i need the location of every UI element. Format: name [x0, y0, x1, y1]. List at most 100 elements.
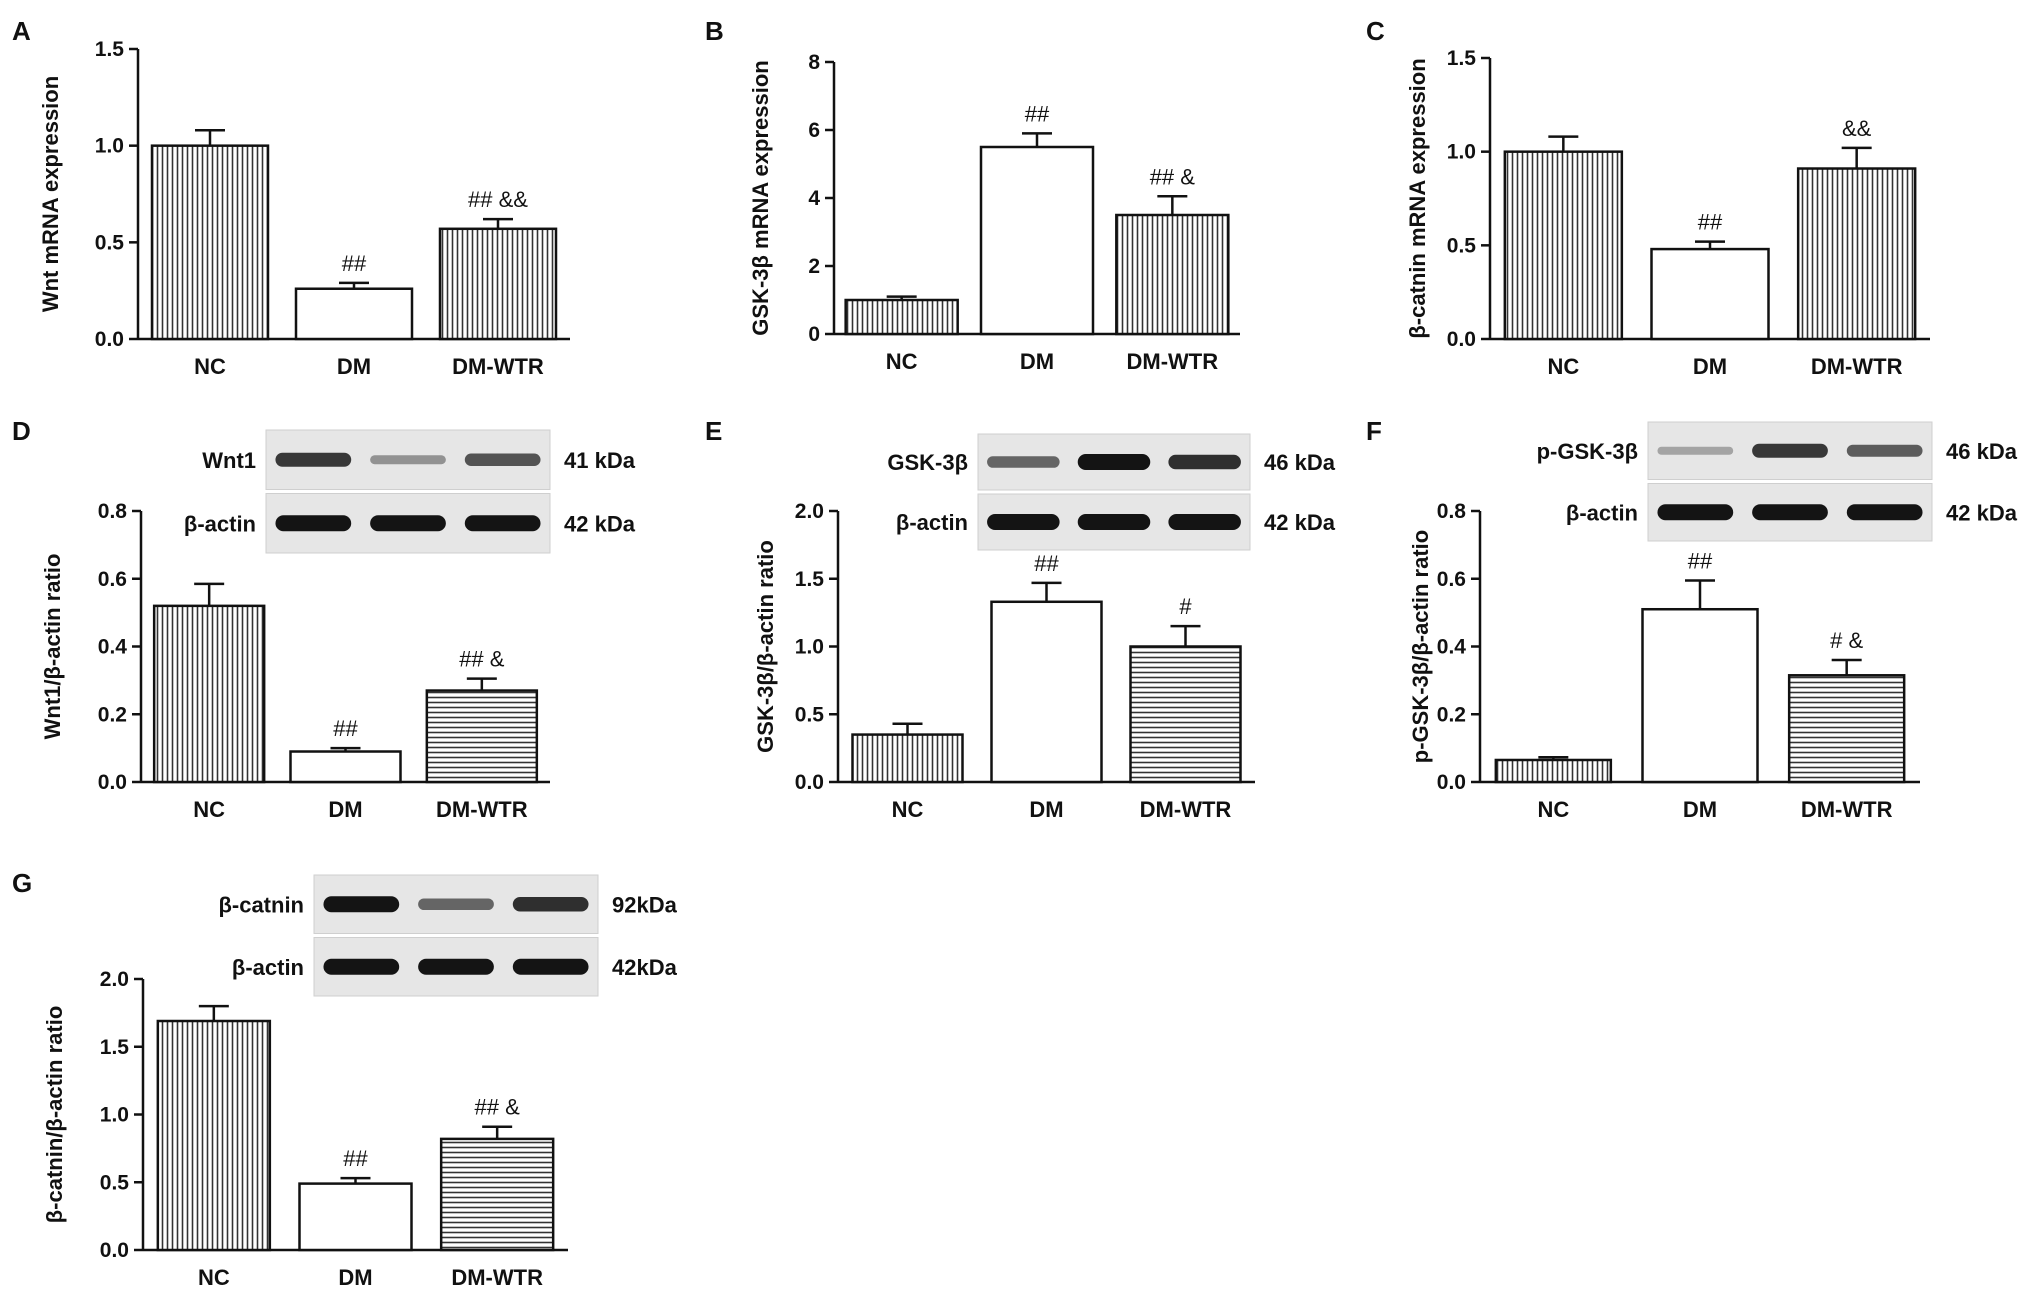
blot-protein-label: β-actin	[184, 511, 256, 536]
panel-d: D 0.0 0.2 0.4 0.6 0.8 Wnt1/β-actin ratio NC DM ##…	[12, 416, 636, 822]
blot-protein-label: β-actin	[1566, 500, 1638, 525]
y-tick-label: 0.8	[1437, 500, 1467, 523]
category-label: DM	[337, 354, 371, 379]
y-tick-label: 1.5	[100, 1036, 130, 1059]
blot-protein-label: β-actin	[232, 955, 304, 980]
blot-band	[1752, 443, 1828, 458]
blot-kda-label: 42 kDa	[1946, 500, 2018, 525]
significance-label: ##	[1025, 101, 1050, 126]
y-tick-label: 1.5	[1447, 47, 1477, 70]
blot-band	[1077, 514, 1151, 530]
y-tick-label: 1.0	[100, 1104, 129, 1127]
blot-band	[464, 453, 541, 466]
y-tick-label: 0.2	[1437, 703, 1466, 726]
category-label: DM-WTR	[1811, 354, 1903, 379]
y-tick-label: 0.5	[95, 231, 125, 254]
blot-kda-label: 46 kDa	[1946, 439, 2018, 464]
panel-label: D	[12, 416, 31, 446]
y-tick-label: 6	[808, 119, 820, 142]
y-tick-label: 0.0	[1437, 771, 1466, 794]
category-label: NC	[1547, 354, 1579, 379]
bar-dm	[979, 145, 1095, 336]
blot-band	[1657, 446, 1734, 455]
blot-band	[1657, 504, 1734, 521]
category-label: NC	[886, 349, 918, 374]
y-tick-label: 0.6	[1437, 568, 1466, 591]
category-label: NC	[1537, 797, 1569, 822]
y-tick-label: 0.5	[1447, 234, 1477, 257]
significance-label: ##	[1034, 551, 1059, 576]
y-tick-label: 1.5	[795, 568, 825, 591]
significance-label: ##	[1688, 548, 1713, 573]
y-axis-label: Wnt1/β-actin ratio	[40, 554, 65, 740]
blot-band	[512, 897, 589, 912]
category-label: DM	[1683, 797, 1717, 822]
blot-band	[1846, 504, 1923, 521]
category-label: DM	[338, 1265, 372, 1290]
category-label: DM-WTR	[436, 797, 528, 822]
bar-nc	[156, 1019, 272, 1252]
blot-kda-label: 41 kDa	[564, 448, 636, 473]
y-axis-label: GSK-3β/β-actin ratio	[753, 540, 778, 753]
significance-label: ##	[342, 251, 367, 276]
blot-band	[987, 514, 1060, 530]
blot-band	[323, 896, 400, 913]
panel-label: A	[12, 16, 31, 46]
blot-band	[418, 898, 494, 910]
significance-label: ##	[343, 1146, 368, 1171]
significance-label: ## &	[475, 1095, 521, 1120]
significance-label: #	[1179, 594, 1192, 619]
bar-dm-wtr	[1787, 674, 1906, 784]
blot-protein-label: p-GSK-3β	[1537, 439, 1638, 464]
blot-band	[1077, 454, 1151, 470]
blot-kda-label: 42 kDa	[1264, 510, 1336, 535]
category-label: DM	[1693, 354, 1727, 379]
blot-kda-label: 46 kDa	[1264, 450, 1336, 475]
y-tick-label: 2.0	[795, 500, 824, 523]
y-tick-label: 1.0	[795, 636, 824, 659]
blot-protein-label: Wnt1	[202, 448, 256, 473]
y-tick-label: 2.0	[100, 968, 129, 991]
category-label: NC	[193, 797, 225, 822]
bar-dm-wtr	[438, 227, 558, 341]
y-tick-label: 0.6	[98, 568, 127, 591]
category-label: NC	[892, 797, 924, 822]
category-label: DM-WTR	[1140, 797, 1232, 822]
panel-f: F 0.0 0.2 0.4 0.6 0.8p-GSK-3β/β-actin ratio NC…	[1366, 416, 2018, 822]
y-axis-label: p-GSK-3β/β-actin ratio	[1408, 530, 1433, 763]
panel-g: G 0.0 0.5 1.0 1.5 2.0 β-catnin/β-actin ratio NC…	[12, 868, 678, 1290]
significance-label: ##	[1698, 210, 1723, 235]
y-tick-label: 0.0	[1447, 328, 1476, 351]
blot-band	[987, 456, 1060, 468]
y-tick-label: 1.0	[1447, 141, 1476, 164]
blot-protein-label: β-catnin	[218, 892, 304, 917]
blot-protein-label: β-actin	[896, 510, 968, 535]
blot-band	[1168, 514, 1241, 530]
panel-a: A 0.0 0.5 1.0 1.5 Wnt mRNA expression NC DM ## DM…	[12, 16, 570, 379]
western-blot: β-catnin 92kDa β-actin 42kDa	[218, 874, 678, 997]
category-label: DM	[1029, 797, 1063, 822]
blot-band	[1846, 444, 1923, 457]
bar-dm	[298, 1182, 413, 1252]
bar-dm	[289, 750, 402, 784]
bar-dm	[1650, 247, 1770, 341]
bar-dm	[294, 287, 414, 341]
blot-kda-label: 42 kDa	[564, 511, 636, 536]
y-axis-label: β-catnin mRNA expression	[1405, 58, 1430, 338]
category-label: DM-WTR	[452, 354, 544, 379]
y-tick-label: 0.0	[95, 328, 124, 351]
western-blot: Wnt1 41 kDa β-actin 42 kDa	[184, 429, 636, 554]
bar-dm-wtr	[1129, 645, 1242, 784]
y-tick-label: 8	[808, 51, 820, 74]
bar-nc	[851, 733, 964, 784]
bar-dm-wtr	[1115, 213, 1230, 336]
blot-band	[1168, 454, 1241, 470]
significance-label: ## &	[459, 647, 505, 672]
western-blot: GSK-3β 46 kDa β-actin 42 kDa	[887, 433, 1336, 551]
y-tick-label: 0.8	[98, 500, 128, 523]
significance-label: ##	[333, 716, 358, 741]
panel-label: F	[1366, 416, 1382, 446]
category-label: DM	[328, 797, 362, 822]
significance-label: ## &&	[468, 187, 528, 212]
y-tick-label: 0.5	[795, 703, 825, 726]
